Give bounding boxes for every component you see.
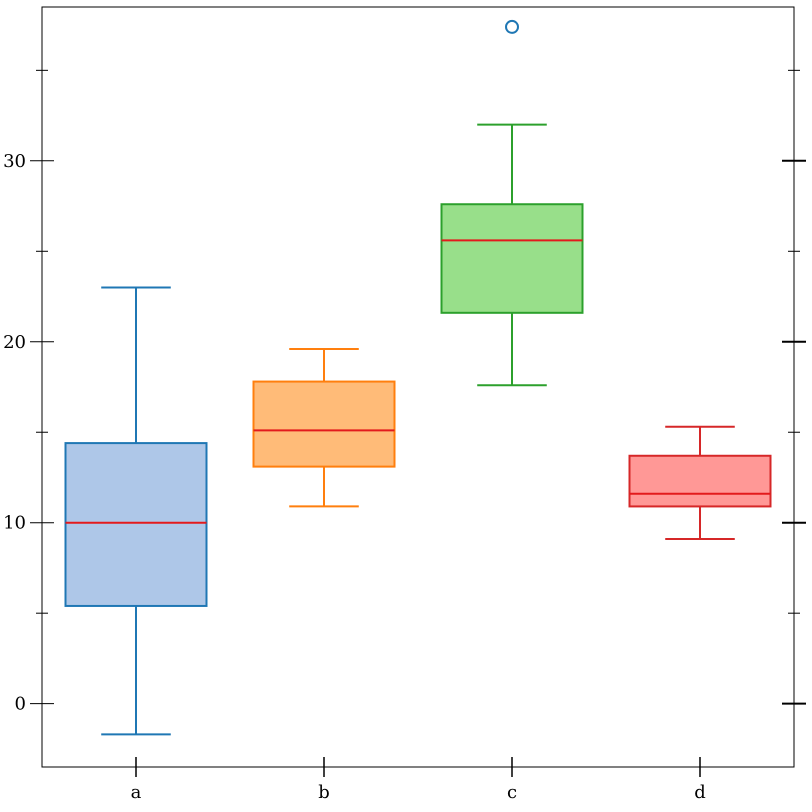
y-tick-label: 10: [3, 513, 26, 534]
axis-ticks: 0 10 20 30 a b c d: [3, 69, 806, 803]
y-tick-label: 30: [3, 151, 26, 172]
box-group-a: [64, 286, 208, 736]
box-group-b: [252, 348, 396, 508]
iqr-box: [64, 442, 208, 607]
outlier-point: [505, 19, 519, 34]
box-group-d: [628, 425, 772, 540]
plot-frame: [41, 6, 795, 768]
iqr-box: [252, 380, 396, 468]
x-tick-label-a: a: [131, 782, 142, 803]
iqr-box: [440, 203, 584, 314]
iqr-box: [628, 454, 772, 508]
y-tick-label: 0: [15, 694, 26, 715]
y-tick-label: 20: [3, 332, 26, 353]
box-group-c: [440, 19, 584, 387]
x-tick-label-d: d: [694, 782, 706, 803]
x-tick-label-b: b: [318, 782, 330, 803]
x-tick-label-c: c: [507, 782, 517, 803]
boxes-layer: [64, 19, 772, 736]
